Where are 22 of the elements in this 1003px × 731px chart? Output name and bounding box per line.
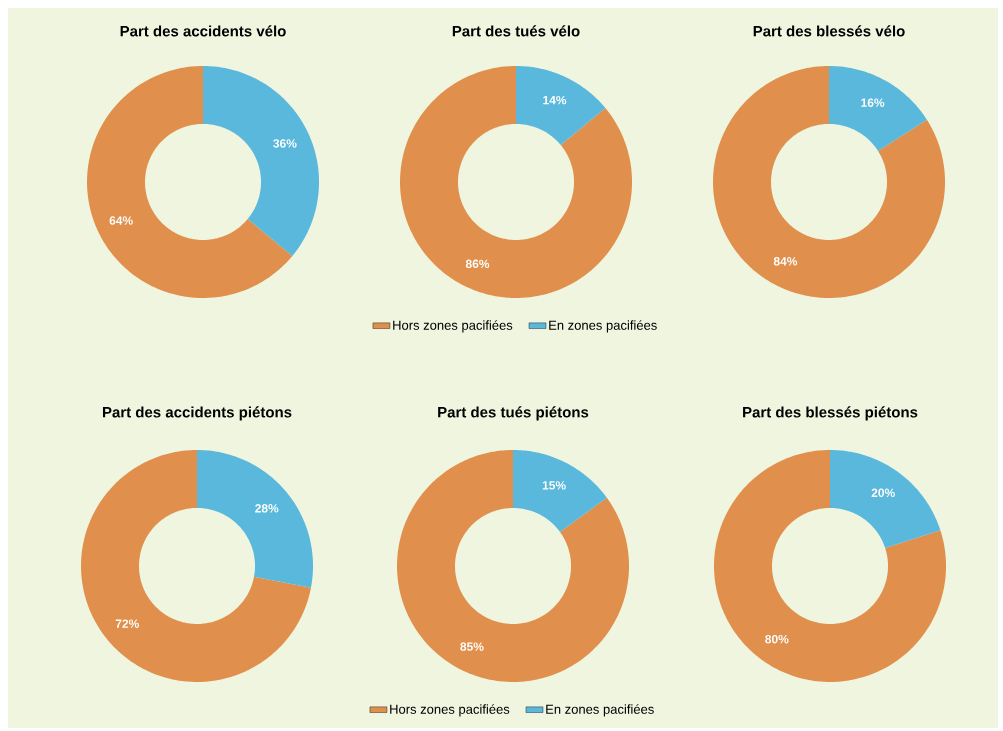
data-label: 84%	[773, 257, 798, 266]
legend-label: En zones pacifiées	[546, 704, 654, 717]
legend-label: En zones pacifiées	[549, 320, 657, 333]
data-label: 86%	[465, 259, 490, 269]
legend-label: Hors zones pacifiées	[393, 320, 513, 333]
chart-title: Part des blessés piétons	[743, 406, 918, 421]
legend-label: Hors zones pacifiées	[390, 704, 510, 717]
data-label: 16%	[861, 98, 885, 107]
chart-title: Part des accidents piétons	[102, 406, 292, 421]
data-label: 36%	[273, 139, 297, 148]
data-label: 20%	[871, 488, 895, 498]
data-label: 80%	[765, 634, 789, 644]
data-label: 64%	[109, 216, 133, 225]
chart-title: Part des blessés vélo	[753, 25, 905, 37]
chart-title: Part des tués vélo	[452, 25, 580, 37]
data-label: 14%	[543, 95, 567, 105]
data-label: 15%	[542, 481, 566, 490]
data-label: 85%	[460, 642, 484, 651]
chart-title: Part des tués piétons	[438, 406, 589, 421]
chart-title: Part des accidents vélo	[120, 25, 286, 37]
data-label: 72%	[115, 619, 139, 628]
data-label: 28%	[255, 504, 279, 513]
